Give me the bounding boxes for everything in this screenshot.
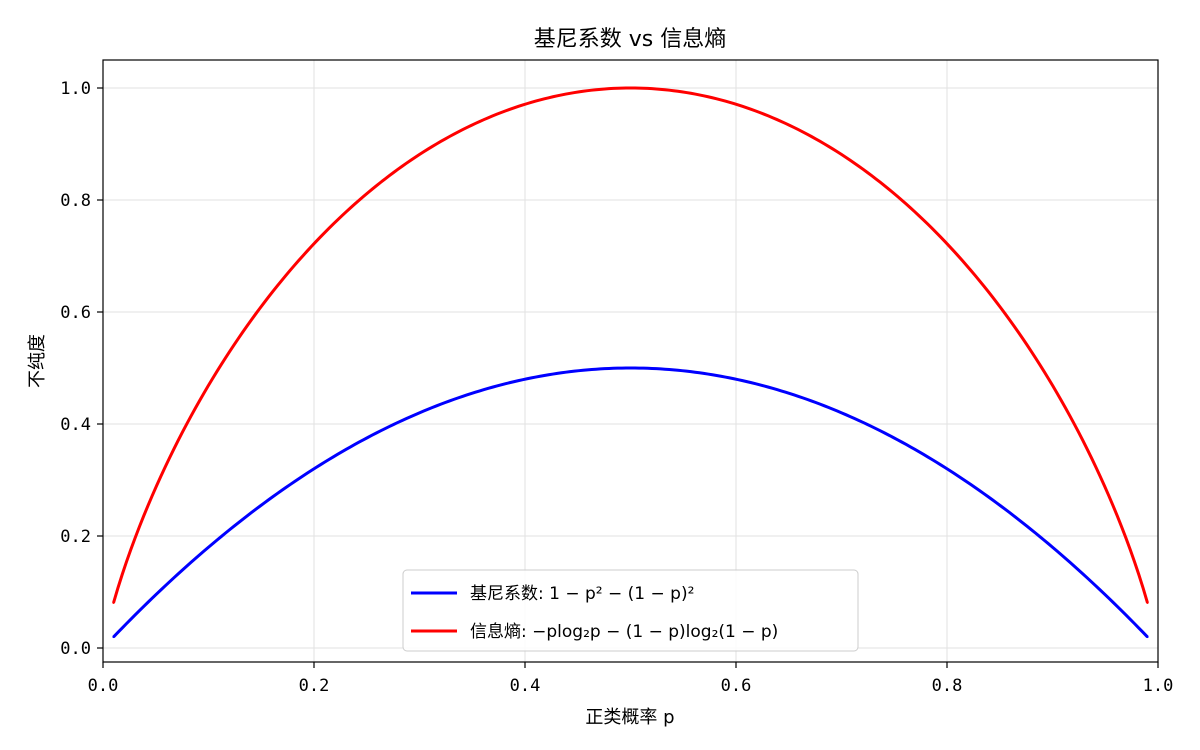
data-point-entropy: [629, 86, 632, 90]
series-layer: [112, 86, 1149, 639]
data-point-gini: [1146, 635, 1149, 639]
data-point-gini: [112, 635, 115, 639]
legend-label-gini: 基尼系数: 1 − p² − (1 − p)²: [470, 584, 694, 604]
data-point-entropy: [207, 384, 210, 387]
x-tick-label: 0.2: [299, 676, 330, 696]
data-point-gini: [945, 467, 949, 470]
x-tick-label: 0.4: [510, 676, 541, 696]
x-tick-label: 1.0: [1143, 676, 1174, 696]
x-tick-label: 0.0: [88, 676, 119, 696]
legend-box: [402, 569, 859, 652]
data-point-gini: [523, 378, 527, 381]
x-axis-label: 正类概率 p: [585, 707, 674, 728]
data-point-entropy: [312, 242, 316, 245]
data-point-entropy: [734, 103, 738, 106]
data-point-entropy: [945, 242, 949, 245]
y-tick-label: 0.8: [60, 191, 91, 211]
legend-label-entropy: 信息熵: −plog₂p − (1 − p)log₂(1 − p): [470, 622, 778, 642]
x-tick-label: 0.6: [721, 676, 752, 696]
y-tick-label: 1.0: [60, 79, 91, 99]
data-point-gini: [1051, 546, 1054, 549]
x-axis: 0.0 0.2 0.4 0.6 0.8 1.0: [88, 662, 1174, 696]
y-axis: 0.0 0.2 0.4 0.6 0.8 1.0: [60, 79, 103, 659]
y-tick-label: 0.2: [60, 527, 91, 547]
data-point-gini: [312, 467, 316, 470]
x-tick-label: 0.8: [932, 676, 963, 696]
data-point-gini: [840, 411, 843, 414]
legend: 基尼系数: 1 − p² − (1 − p)² 信息熵: −plog₂p − (…: [402, 569, 859, 652]
data-point-gini: [207, 546, 210, 549]
data-point-gini: [418, 411, 421, 414]
data-point-gini: [734, 378, 738, 381]
data-point-entropy: [523, 103, 527, 106]
data-point-entropy: [1051, 384, 1054, 387]
data-point-entropy: [112, 601, 115, 604]
chart-title: 基尼系数 vs 信息熵: [534, 27, 726, 52]
y-tick-label: 0.0: [60, 639, 91, 659]
y-tick-label: 0.6: [60, 303, 91, 323]
y-axis-label: 不纯度: [27, 334, 48, 388]
y-tick-label: 0.4: [60, 415, 91, 435]
grid-lines: [102, 60, 1159, 662]
data-point-entropy: [1146, 601, 1149, 604]
data-point-gini: [629, 366, 632, 370]
data-point-entropy: [840, 153, 843, 156]
plot-frame: [102, 59, 1159, 663]
data-point-entropy: [418, 153, 421, 156]
